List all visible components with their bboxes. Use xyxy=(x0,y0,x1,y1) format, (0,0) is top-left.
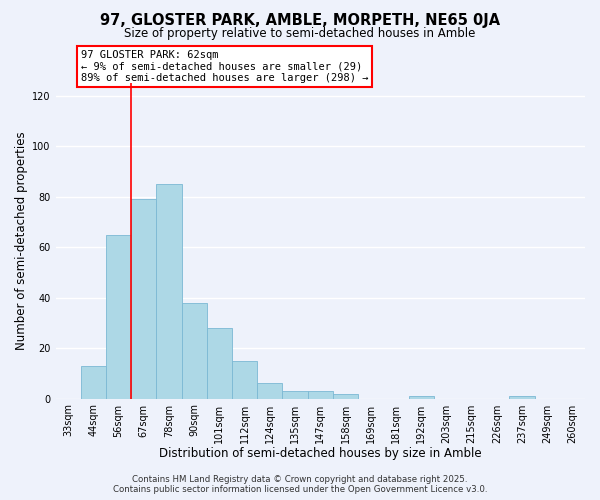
Bar xyxy=(409,396,434,398)
Bar xyxy=(81,366,106,398)
Bar xyxy=(283,391,308,398)
Text: Contains HM Land Registry data © Crown copyright and database right 2025.
Contai: Contains HM Land Registry data © Crown c… xyxy=(113,474,487,494)
Bar xyxy=(308,391,333,398)
Text: 97 GLOSTER PARK: 62sqm
← 9% of semi-detached houses are smaller (29)
89% of semi: 97 GLOSTER PARK: 62sqm ← 9% of semi-deta… xyxy=(81,50,368,83)
Bar xyxy=(232,360,257,399)
Bar xyxy=(182,302,207,398)
Bar xyxy=(207,328,232,398)
Bar xyxy=(106,234,131,398)
Bar xyxy=(157,184,182,398)
Text: 97, GLOSTER PARK, AMBLE, MORPETH, NE65 0JA: 97, GLOSTER PARK, AMBLE, MORPETH, NE65 0… xyxy=(100,12,500,28)
Bar xyxy=(333,394,358,398)
Bar xyxy=(509,396,535,398)
Y-axis label: Number of semi-detached properties: Number of semi-detached properties xyxy=(15,132,28,350)
X-axis label: Distribution of semi-detached houses by size in Amble: Distribution of semi-detached houses by … xyxy=(159,447,482,460)
Bar xyxy=(131,200,157,398)
Bar xyxy=(257,384,283,398)
Text: Size of property relative to semi-detached houses in Amble: Size of property relative to semi-detach… xyxy=(124,28,476,40)
